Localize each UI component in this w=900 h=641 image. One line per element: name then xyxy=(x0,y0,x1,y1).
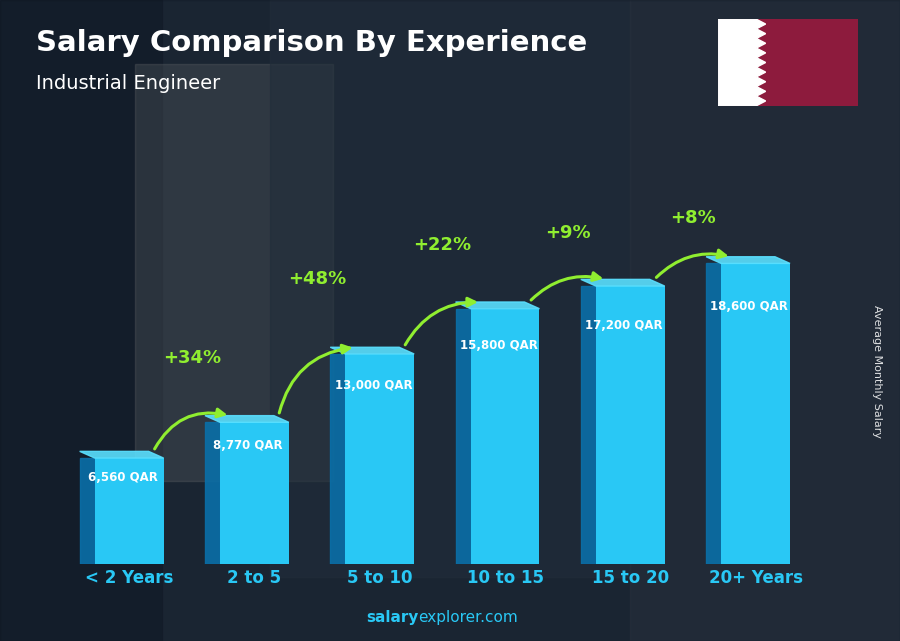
Bar xyxy=(596,286,665,564)
FancyArrowPatch shape xyxy=(405,298,474,345)
Text: +48%: +48% xyxy=(288,270,346,288)
Bar xyxy=(94,458,164,564)
FancyArrowPatch shape xyxy=(155,409,224,449)
Text: 17,200 QAR: 17,200 QAR xyxy=(585,319,662,333)
Polygon shape xyxy=(205,415,289,422)
Polygon shape xyxy=(580,286,596,564)
Text: 15,800 QAR: 15,800 QAR xyxy=(460,339,537,353)
Polygon shape xyxy=(706,263,721,564)
Polygon shape xyxy=(330,354,346,564)
Text: 13,000 QAR: 13,000 QAR xyxy=(335,379,412,392)
Text: +8%: +8% xyxy=(670,209,716,227)
Text: 18,600 QAR: 18,600 QAR xyxy=(710,299,788,313)
Text: explorer.com: explorer.com xyxy=(418,610,518,625)
Text: +34%: +34% xyxy=(163,349,220,367)
FancyArrowPatch shape xyxy=(656,250,725,278)
Polygon shape xyxy=(80,451,164,458)
Text: Industrial Engineer: Industrial Engineer xyxy=(36,74,220,93)
Bar xyxy=(630,0,900,641)
Bar xyxy=(270,0,630,577)
Bar xyxy=(346,354,414,564)
Bar xyxy=(0,0,162,641)
Text: 8,770 QAR: 8,770 QAR xyxy=(213,439,283,453)
Text: Salary Comparison By Experience: Salary Comparison By Experience xyxy=(36,29,587,57)
Text: +9%: +9% xyxy=(544,224,590,242)
Polygon shape xyxy=(455,302,539,309)
Polygon shape xyxy=(205,422,220,564)
FancyArrowPatch shape xyxy=(279,345,349,413)
Bar xyxy=(135,64,333,481)
Polygon shape xyxy=(580,279,665,286)
Text: 6,560 QAR: 6,560 QAR xyxy=(88,470,158,484)
Bar xyxy=(220,422,289,564)
Polygon shape xyxy=(330,347,414,354)
Bar xyxy=(721,263,790,564)
Polygon shape xyxy=(718,19,766,106)
Text: +22%: +22% xyxy=(413,236,472,254)
Polygon shape xyxy=(80,458,94,564)
Text: salary: salary xyxy=(366,610,418,625)
Polygon shape xyxy=(455,309,471,564)
FancyArrowPatch shape xyxy=(531,273,600,300)
Bar xyxy=(471,309,539,564)
Text: Average Monthly Salary: Average Monthly Salary xyxy=(872,305,883,438)
Polygon shape xyxy=(706,257,790,263)
